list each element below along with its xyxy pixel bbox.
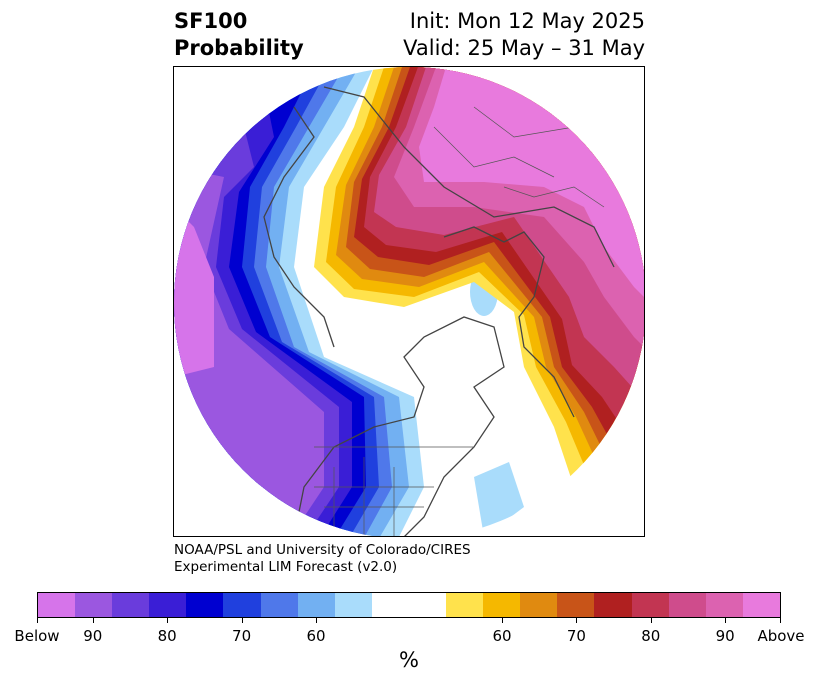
colorbar-tick — [780, 618, 781, 623]
init-date: Init: Mon 12 May 2025 — [409, 9, 645, 33]
colorbar-tick-label: 80 — [641, 627, 661, 645]
colorbar-above-segment — [631, 593, 669, 617]
title-product: SF100 — [174, 9, 248, 33]
valid-date: Valid: 25 May – 31 May — [403, 36, 645, 60]
colorbar-above-segment — [594, 593, 632, 617]
colorbar-tick — [241, 618, 243, 623]
credit-line2: Experimental LIM Forecast (v2.0) — [174, 559, 398, 575]
colorbar-below-segment — [112, 593, 150, 617]
coastlines — [263, 86, 615, 536]
colorbar-tick-label: 60 — [306, 627, 326, 645]
credit-text: NOAA/PSL and University of Colorado/CIRE… — [174, 542, 471, 576]
colorbar-tick — [92, 618, 94, 623]
colorbar-tick — [576, 618, 578, 623]
colorbar-above-segment — [446, 593, 484, 617]
colorbar-tick-label: 90 — [715, 627, 735, 645]
colorbar-below-segment — [75, 593, 113, 617]
colorbar-below-segment — [334, 593, 372, 617]
colorbar-below-segment — [260, 593, 298, 617]
colorbar-tick-label: Above — [757, 627, 805, 645]
colorbar-tick — [502, 618, 503, 623]
colorbar-tick — [650, 618, 652, 623]
map-dates: Init: Mon 12 May 2025 Valid: 25 May – 31… — [403, 8, 645, 62]
colorbar-tick — [167, 618, 169, 623]
colorbar-neutral-segment — [371, 593, 447, 617]
colorbar-below-segment — [223, 593, 261, 617]
colorbar-above-segment — [705, 593, 743, 617]
map-title: SF100 Probability — [174, 8, 304, 62]
colorbar-tick — [725, 618, 727, 623]
colorbar-above-segment — [557, 593, 595, 617]
colorbar-tick-label: 70 — [566, 627, 586, 645]
colorbar-below-segment — [149, 593, 187, 617]
credit-line1: NOAA/PSL and University of Colorado/CIRE… — [174, 542, 471, 558]
colorbar-ticks — [37, 618, 781, 626]
colorbar-above-segment — [520, 593, 558, 617]
colorbar-below-segment — [186, 593, 224, 617]
title-type: Probability — [174, 36, 304, 60]
colorbar-tick-label: Below — [14, 627, 60, 645]
colorbar-tick — [316, 618, 317, 623]
colorbar-unit: % — [399, 648, 419, 672]
colorbar-tick — [37, 618, 38, 623]
colorbar-tick-label: 70 — [232, 627, 252, 645]
colorbar — [37, 592, 781, 618]
probability-field — [174, 67, 644, 536]
polar-map-svg — [174, 67, 644, 536]
colorbar-above-segment — [742, 593, 780, 617]
colorbar-tick-label: 90 — [83, 627, 103, 645]
colorbar-below-segment — [297, 593, 335, 617]
colorbar-above-segment — [668, 593, 706, 617]
colorbar-tick-label: 60 — [492, 627, 512, 645]
colorbar-tick-label: 80 — [157, 627, 177, 645]
colorbar-above-segment — [483, 593, 521, 617]
colorbar-below-segment — [38, 593, 76, 617]
forecast-map — [173, 66, 645, 537]
